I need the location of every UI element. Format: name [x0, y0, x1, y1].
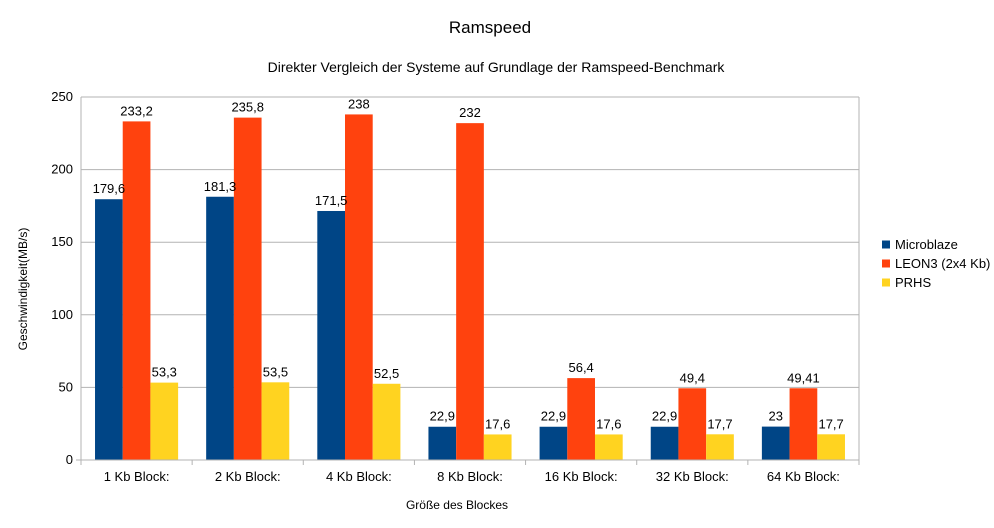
- x-tick-label: 16 Kb Block:: [545, 469, 618, 484]
- data-label: 22,9: [652, 409, 677, 424]
- data-label: 49,41: [787, 370, 820, 385]
- y-tick-label: 150: [51, 234, 73, 249]
- bar: [789, 388, 818, 460]
- x-tick-label: 8 Kb Block:: [437, 469, 503, 484]
- y-tick-label: 0: [66, 452, 73, 467]
- data-labels: 179,6 233,2 53,3 181,3 235,8 53,5 171,5 238 52,5…: [93, 96, 844, 431]
- bar: [817, 434, 845, 460]
- bar: [650, 426, 679, 460]
- data-label: 181,3: [204, 179, 237, 194]
- y-tick-label: 200: [51, 162, 73, 177]
- y-tick-label: 250: [51, 89, 73, 104]
- bar: [317, 210, 346, 460]
- data-label: 56,4: [568, 360, 593, 375]
- bar: [761, 426, 790, 460]
- legend-label: PRHS: [895, 275, 931, 290]
- legend-label: LEON3 (2x4 Kb): [895, 256, 990, 271]
- legend-label: Microblaze: [895, 237, 958, 252]
- bar: [372, 383, 401, 460]
- bar: [233, 117, 262, 460]
- y-tick-labels: 0 50 100 150 200 250: [51, 89, 73, 467]
- bar: [345, 114, 373, 460]
- data-label: 233,2: [120, 103, 153, 118]
- legend-swatch: [882, 259, 890, 268]
- legend-swatch: [882, 240, 890, 249]
- data-label: 238: [348, 96, 370, 111]
- data-label: 17,7: [818, 416, 843, 431]
- chart-title: Ramspeed: [449, 18, 531, 37]
- bar: [483, 434, 512, 460]
- data-label: 22,9: [541, 409, 566, 424]
- bar: [594, 434, 623, 460]
- data-label: 53,3: [152, 365, 177, 380]
- data-label: 17,6: [485, 416, 510, 431]
- bar: [150, 382, 179, 460]
- y-tick-label: 50: [59, 379, 73, 394]
- data-label: 17,7: [707, 416, 732, 431]
- data-label: 235,8: [231, 100, 264, 115]
- data-label: 23: [768, 409, 782, 424]
- data-label: 22,9: [430, 409, 455, 424]
- bar: [95, 199, 123, 460]
- bar: [678, 388, 707, 460]
- data-label: 49,4: [680, 370, 705, 385]
- x-tick-label: 32 Kb Block:: [656, 469, 729, 484]
- x-tick-label: 64 Kb Block:: [767, 469, 840, 484]
- legend-swatch: [882, 278, 890, 287]
- data-label: 179,6: [93, 181, 126, 196]
- axes: [76, 97, 860, 465]
- bar: [428, 426, 457, 460]
- bar: [539, 426, 568, 460]
- bar: [122, 121, 151, 460]
- x-axis-title: Größe des Blockes: [406, 498, 508, 512]
- data-label: 171,5: [315, 193, 348, 208]
- data-label: 52,5: [374, 366, 399, 381]
- bar: [456, 123, 484, 461]
- chart-subtitle: Direkter Vergleich der Systeme auf Grund…: [268, 59, 726, 75]
- x-tick-label: 1 Kb Block:: [104, 469, 170, 484]
- data-label: 17,6: [596, 416, 621, 431]
- y-tick-label: 100: [51, 307, 73, 322]
- bar: [206, 196, 234, 461]
- bar: [261, 382, 290, 460]
- x-tick-label: 4 Kb Block:: [326, 469, 392, 484]
- data-label: 53,5: [263, 364, 288, 379]
- legend: Microblaze LEON3 (2x4 Kb) PRHS: [882, 237, 990, 290]
- x-tick-labels: 1 Kb Block: 2 Kb Block: 4 Kb Block: 8 Kb Bl…: [104, 469, 840, 484]
- bar: [706, 434, 734, 460]
- data-label: 232: [459, 105, 481, 120]
- x-tick-label: 2 Kb Block:: [215, 469, 281, 484]
- bar: [567, 378, 595, 460]
- bars: [95, 114, 845, 461]
- y-axis-title: Geschwindigkeit(MB/s): [16, 228, 30, 351]
